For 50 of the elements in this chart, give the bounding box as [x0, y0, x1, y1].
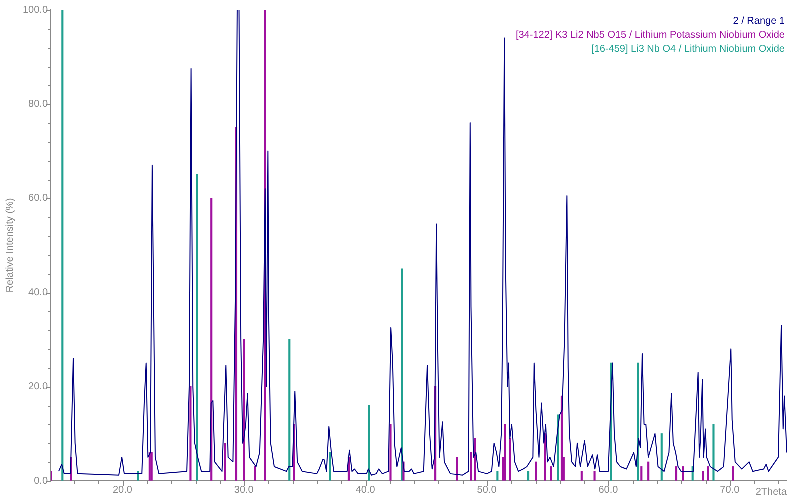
bar: [62, 10, 64, 481]
bar: [390, 424, 392, 481]
bar: [148, 452, 151, 481]
bar: [224, 442, 226, 481]
bar: [368, 405, 370, 481]
bar: [675, 466, 678, 481]
bar: [660, 434, 663, 481]
bar: [470, 452, 472, 481]
bar: [150, 452, 153, 481]
bar: [712, 424, 715, 481]
bar: [594, 471, 596, 481]
text: 2 / Range 1: [733, 16, 786, 27]
bar: [732, 466, 734, 481]
bar: [702, 471, 704, 481]
x-tick-label: 40.0: [356, 484, 376, 496]
bar: [528, 471, 530, 481]
x-axis-title: 2Theta: [756, 486, 788, 498]
y-tick-label: 20.0: [28, 382, 48, 393]
y-axis-title: Relative Intensity (%): [4, 198, 16, 293]
bar: [550, 466, 552, 481]
y-tick-label: 40.0: [28, 287, 48, 298]
y-tick-label: 60.0: [28, 193, 48, 204]
bar: [288, 339, 291, 481]
bar: [196, 174, 198, 481]
x-tick-label: 30.0: [234, 484, 254, 496]
bar: [707, 466, 710, 481]
bar: [496, 471, 499, 481]
text: [16-459] Li3 Nb O4 / Lithium Niobium Oxide: [592, 44, 786, 55]
bar: [535, 462, 538, 481]
bar: [190, 386, 192, 481]
x-tick-label: 20.0: [112, 484, 133, 496]
bar: [640, 466, 643, 481]
bar: [580, 471, 583, 481]
bar: [329, 452, 332, 481]
bar: [509, 438, 512, 481]
x-tick-label: 70.0: [720, 484, 740, 496]
x-tick-label: 60.0: [598, 484, 619, 496]
bar: [243, 339, 246, 481]
bar: [456, 457, 458, 481]
y-tick-label: 80.0: [28, 98, 48, 110]
text: [34-122] K3 Li2 Nb5 O15 / Lithium Potassium Niobium Oxide: [516, 30, 786, 41]
y-tick-label: 100.0: [22, 4, 48, 16]
bar: [254, 466, 256, 481]
bar: [504, 424, 506, 481]
bar: [401, 268, 404, 481]
x-tick-label: 50.0: [477, 484, 498, 496]
bar: [474, 438, 476, 481]
bar: [648, 462, 650, 481]
y-tick-label: 0.0: [34, 476, 48, 487]
bar: [682, 466, 684, 481]
